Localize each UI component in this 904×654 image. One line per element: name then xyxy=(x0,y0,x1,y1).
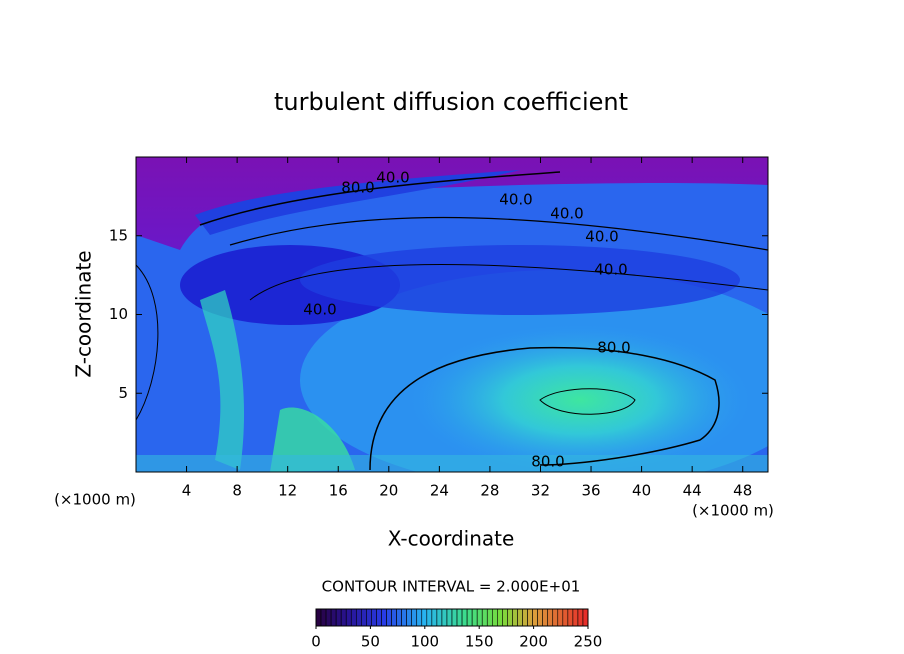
contour-label: 40.0 xyxy=(585,228,618,246)
colorbar-swatch xyxy=(497,608,503,627)
x-tick-label: 32 xyxy=(531,482,550,500)
colorbar-swatch xyxy=(406,608,413,627)
colorbar-swatch xyxy=(567,608,574,627)
contour-label: 40.0 xyxy=(594,261,627,279)
x-tick-label: 40 xyxy=(632,482,651,500)
colorbar-tick-label: 250 xyxy=(574,633,603,651)
colorbar-swatch xyxy=(572,608,579,627)
colorbar-swatch xyxy=(517,608,523,627)
x-tick-label: 8 xyxy=(232,482,242,500)
colorbar-swatch xyxy=(466,608,473,627)
y-tick-label: 10 xyxy=(109,305,128,323)
colorbar-swatch xyxy=(426,608,433,627)
contour-label: 40.0 xyxy=(376,169,409,187)
colorbar-swatch xyxy=(325,608,332,627)
contour-labels: 80.040.040.040.040.040.040.080.080.0 xyxy=(303,169,630,471)
colorbar-swatch xyxy=(411,608,418,627)
colorbar-swatch xyxy=(557,608,564,627)
contour-label: 40.0 xyxy=(550,205,583,223)
colorbar-swatch xyxy=(527,608,533,627)
x-tick-label: 28 xyxy=(480,482,499,500)
colorbar-tick-label: 150 xyxy=(465,633,494,651)
contour-field xyxy=(136,157,768,472)
colorbar-swatch xyxy=(340,608,347,627)
colorbar-swatch xyxy=(522,608,528,627)
colorbar-swatch xyxy=(486,608,493,627)
colorbar-frame xyxy=(315,608,589,627)
colorbar-swatch xyxy=(507,608,513,627)
colorbar-swatch xyxy=(421,608,428,627)
colorbar-swatch xyxy=(386,608,392,627)
colorbar-swatch xyxy=(461,608,468,627)
colorbar-swatch xyxy=(547,608,554,627)
colorbar-swatch xyxy=(481,608,488,627)
y-tick-label: 5 xyxy=(118,384,128,402)
chart-title: turbulent diffusion coefficient xyxy=(274,88,628,116)
colorbar-tick-label: 100 xyxy=(410,633,439,651)
colorbar-swatch xyxy=(381,608,387,627)
colorbar-tick-label: 0 xyxy=(311,633,321,651)
colorbar-swatch xyxy=(542,608,549,627)
colorbar-swatch xyxy=(456,608,463,627)
colorbar-swatch xyxy=(431,608,438,627)
contour-label: 80.0 xyxy=(341,179,374,197)
colorbar-swatch xyxy=(436,608,443,627)
colorbar-tick-label: 200 xyxy=(519,633,548,651)
colorbar-swatch xyxy=(532,608,538,627)
y-axis-label: Z-coordinate xyxy=(72,250,96,377)
x-axis-label: X-coordinate xyxy=(388,527,515,551)
colorbar-swatch xyxy=(552,608,559,627)
x-tick-label: 4 xyxy=(182,482,192,500)
y-unit-label: (×1000 m) xyxy=(54,491,136,509)
colorbar-swatch xyxy=(355,608,362,627)
colorbar-swatch xyxy=(471,608,478,627)
colorbar-swatch xyxy=(345,608,352,627)
contour-label: 80.0 xyxy=(531,453,564,471)
colorbar-swatch xyxy=(396,608,402,627)
colorbar-swatch xyxy=(562,608,569,627)
colorbar-swatch xyxy=(451,608,458,627)
contour-label: 40.0 xyxy=(303,301,336,319)
colorbar-swatch xyxy=(335,608,342,627)
x-tick-label: 16 xyxy=(329,482,348,500)
x-tick-label: 24 xyxy=(430,482,449,500)
colorbar-swatch xyxy=(401,608,407,627)
colorbar-swatch xyxy=(361,608,367,627)
colorbar: 0 50 100 150 200 250 xyxy=(311,608,603,651)
contour-label: 40.0 xyxy=(499,191,532,209)
colorbar-swatch xyxy=(330,608,337,627)
colorbar-swatch xyxy=(537,608,543,627)
x-tick-label: 36 xyxy=(581,482,600,500)
colorbar-swatch xyxy=(502,608,508,627)
colorbar-swatch xyxy=(350,608,357,627)
colorbar-swatch xyxy=(577,608,584,627)
colorbar-swatch xyxy=(391,608,397,627)
colorbar-swatch xyxy=(441,608,448,627)
x-tick-label: 12 xyxy=(278,482,297,500)
contour-interval: CONTOUR INTERVAL = 2.000E+01 xyxy=(322,578,581,596)
colorbar-swatch xyxy=(371,608,377,627)
colorbar-swatch xyxy=(320,608,327,627)
colorbar-swatch xyxy=(315,608,322,627)
colorbar-swatch xyxy=(366,608,372,627)
colorbar-swatch xyxy=(446,608,453,627)
x-tick-label: 20 xyxy=(379,482,398,500)
x-tick-label: 44 xyxy=(683,482,702,500)
colorbar-swatch xyxy=(376,608,382,627)
colorbar-swatch xyxy=(582,608,589,627)
contour-label: 80.0 xyxy=(597,339,630,357)
colorbar-swatch xyxy=(416,608,423,627)
x-tick-label: 48 xyxy=(733,482,752,500)
colorbar-swatch xyxy=(512,608,518,627)
x-unit-label: (×1000 m) xyxy=(692,502,774,520)
colorbar-swatch xyxy=(491,608,498,627)
y-tick-label: 15 xyxy=(109,226,128,244)
colorbar-tick-label: 50 xyxy=(361,633,380,651)
colorbar-swatch xyxy=(476,608,483,627)
